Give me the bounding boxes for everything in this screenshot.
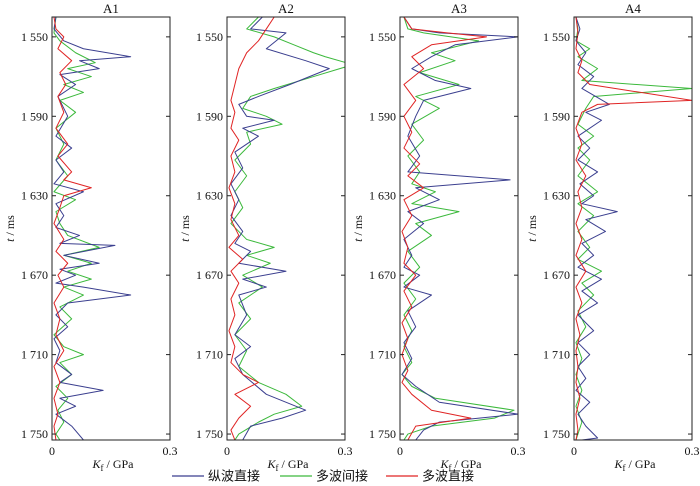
legend-item: 多波间接: [280, 469, 368, 484]
series-line-0: [575, 17, 618, 440]
y-tick-label: 1 550: [196, 30, 223, 44]
x-tick-label: 0: [49, 444, 55, 458]
plot-frame: [399, 16, 519, 441]
y-tick-label: 1 670: [369, 268, 396, 282]
panel-title: A3: [451, 1, 467, 16]
panel-title: A2: [278, 1, 294, 16]
series-line-2: [53, 17, 92, 440]
legend-item: 纵波直接: [172, 469, 260, 484]
series-line-0: [230, 17, 330, 440]
x-axis-label: Kf / GPa: [266, 457, 309, 473]
legend-label: 多波直接: [422, 469, 474, 484]
legend-label: 多波间接: [316, 469, 368, 484]
y-tick-label: 1 710: [543, 348, 570, 362]
plot-frame: [573, 16, 693, 441]
x-tick-label: 0: [397, 444, 403, 458]
x-tick-label: 0.3: [511, 444, 526, 458]
series-group: [575, 17, 692, 440]
y-tick-label: 1 550: [369, 30, 396, 44]
y-tick-label: 1 590: [21, 109, 48, 123]
y-axis-label: t / ms: [525, 215, 539, 242]
y-tick-label: 1 590: [196, 109, 223, 123]
y-axis-label: t / ms: [178, 215, 192, 242]
series-line-2: [575, 17, 692, 440]
series-group: [53, 17, 132, 440]
series-line-1: [53, 17, 100, 440]
y-tick-label: 1 710: [21, 348, 48, 362]
y-tick-label: 1 670: [196, 268, 223, 282]
x-axis-label: Kf / GPa: [91, 457, 134, 473]
y-tick-label: 1 750: [196, 427, 223, 441]
y-tick-label: 1 630: [543, 189, 570, 203]
panel-title: A4: [625, 1, 641, 16]
y-tick-label: 1 590: [543, 109, 570, 123]
x-tick-label: 0: [224, 444, 230, 458]
legend: 纵波直接 多波间接 多波直接: [172, 469, 474, 484]
series-line-1: [230, 17, 345, 440]
y-tick-label: 1 710: [369, 348, 396, 362]
y-tick-label: 1 630: [369, 189, 396, 203]
y-tick-label: 1 710: [196, 348, 223, 362]
x-tick-label: 0.3: [685, 444, 700, 458]
series-line-1: [401, 17, 515, 440]
x-axis-label: Kf / GPa: [613, 457, 656, 473]
legend-label: 纵波直接: [208, 469, 260, 484]
series-line-1: [575, 17, 692, 440]
y-tick-label: 1 750: [21, 427, 48, 441]
plot-frame: [226, 16, 346, 441]
y-axis-label: t / ms: [351, 215, 365, 242]
series-line-0: [401, 17, 518, 440]
y-axis-label: t / ms: [3, 215, 17, 242]
y-tick-label: 1 550: [543, 30, 570, 44]
series-group: [401, 17, 518, 440]
y-tick-label: 1 670: [21, 268, 48, 282]
y-tick-label: 1 590: [369, 109, 396, 123]
y-tick-label: 1 670: [543, 268, 570, 282]
x-tick-label: 0: [571, 444, 577, 458]
x-tick-label: 0.3: [163, 444, 178, 458]
y-tick-label: 1 630: [196, 189, 223, 203]
series-line-2: [401, 17, 488, 440]
series-line-2: [228, 17, 275, 440]
panel-title: A1: [103, 1, 119, 16]
x-axis-label: Kf / GPa: [439, 457, 482, 473]
y-tick-label: 1 750: [543, 427, 570, 441]
y-tick-label: 1 630: [21, 189, 48, 203]
y-tick-label: 1 750: [369, 427, 396, 441]
series-line-0: [53, 17, 132, 440]
series-group: [228, 17, 345, 440]
y-tick-label: 1 550: [21, 30, 48, 44]
legend-item: 多波直接: [386, 469, 474, 484]
plot-frame: [51, 16, 171, 441]
x-tick-label: 0.3: [338, 444, 353, 458]
